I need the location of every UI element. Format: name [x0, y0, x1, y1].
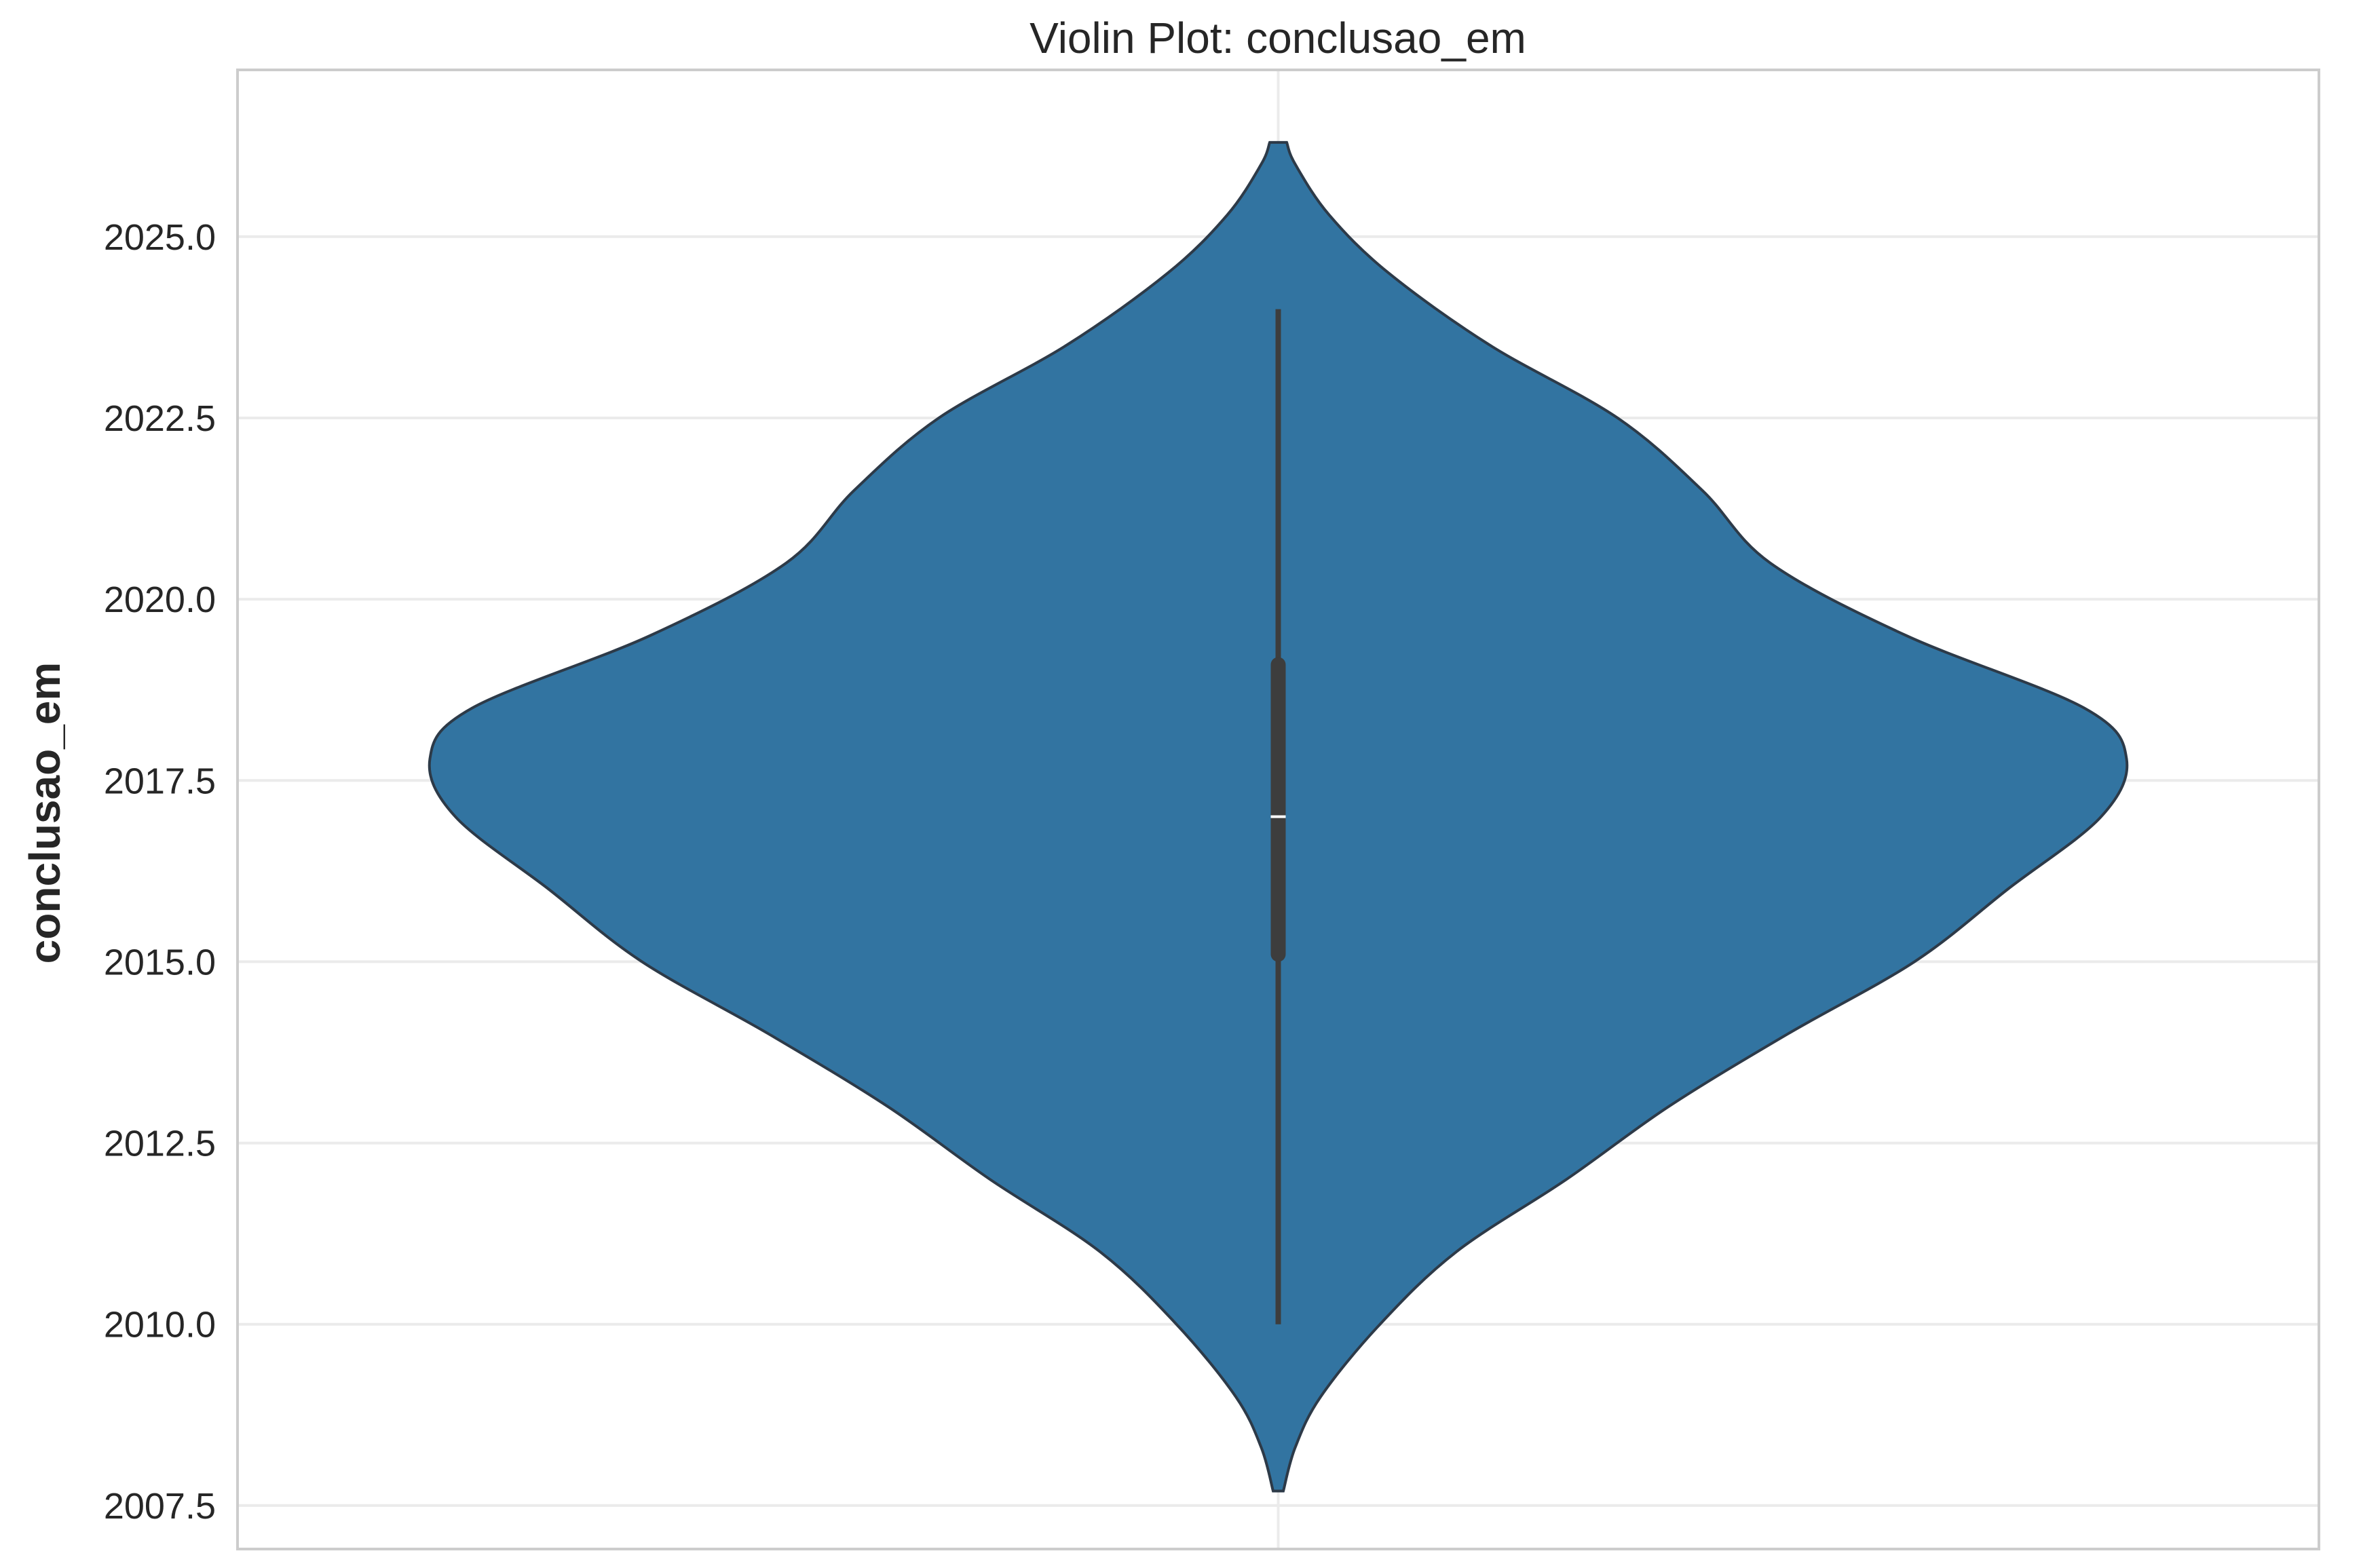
y-tick-label: 2025.0 [104, 217, 216, 258]
y-tick-label: 2010.0 [104, 1305, 216, 1345]
box-layer [1270, 309, 1286, 1324]
y-tick-label: 2015.0 [104, 942, 216, 982]
y-tick-label: 2012.5 [104, 1124, 216, 1164]
y-axis-ticks: 2007.5 2010.0 2012.5 2015.0 2017.5 2020.0 2022… [104, 217, 216, 1527]
y-axis-label: conclusao_em [20, 662, 69, 964]
plot-frame [236, 69, 2320, 1550]
chart-title: Violin Plot: conclusao_em [1030, 14, 1526, 62]
y-tick-label: 2020.0 [104, 579, 216, 620]
y-tick-label: 2007.5 [104, 1486, 216, 1527]
y-tick-label: 2022.5 [104, 398, 216, 439]
iqr-box [1270, 657, 1286, 962]
y-tick-label: 2017.5 [104, 761, 216, 801]
